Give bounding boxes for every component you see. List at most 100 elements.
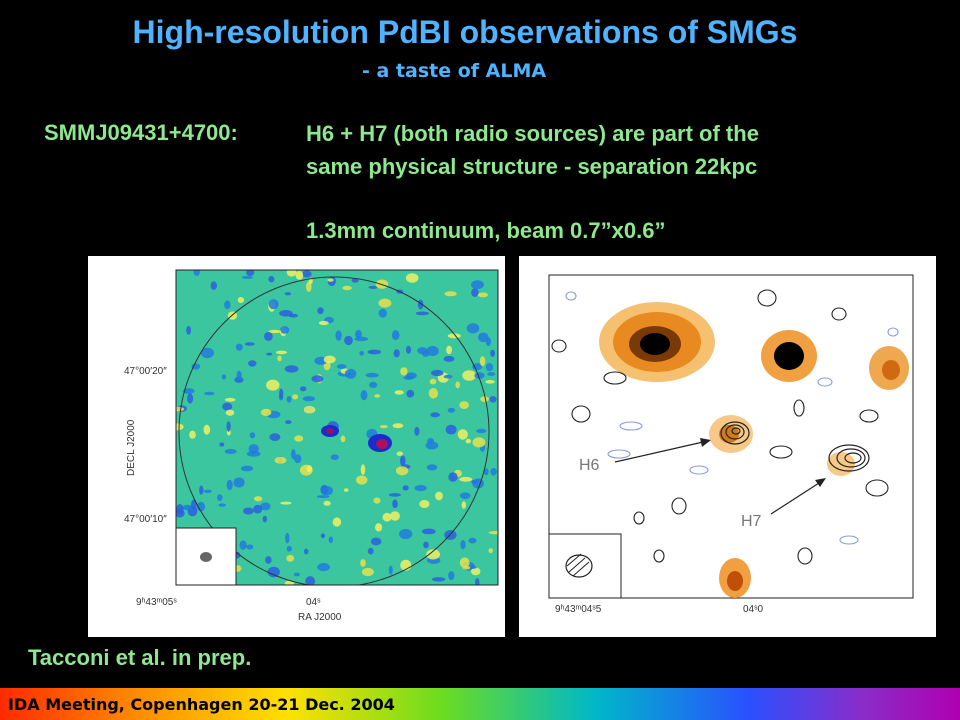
- noise-blob: [249, 432, 256, 439]
- noise-blob: [203, 489, 212, 493]
- noise-blob: [306, 465, 313, 473]
- noise-blob: [488, 531, 498, 535]
- noise-blob: [336, 364, 347, 369]
- noise-blob: [199, 485, 204, 495]
- noise-blob: [182, 388, 195, 394]
- noise-blob: [471, 280, 484, 290]
- noise-blob: [400, 367, 408, 376]
- noise-blob: [426, 549, 440, 560]
- galaxy-h6: [709, 415, 753, 453]
- footer-bar: [0, 688, 960, 720]
- noise-blob: [421, 528, 436, 535]
- noise-blob: [268, 299, 279, 310]
- slide-title: High-resolution PdBI observations of SMG…: [132, 14, 798, 50]
- noise-blob: [285, 532, 290, 544]
- noise-blob: [448, 571, 455, 581]
- noise-blob: [394, 390, 404, 395]
- noise-blob: [461, 501, 466, 509]
- noise-blob: [429, 378, 437, 385]
- noise-blob: [253, 504, 263, 514]
- noise-blob: [355, 329, 362, 339]
- contour-ring: [607, 449, 631, 459]
- noise-blob: [280, 501, 292, 505]
- description-line-1: H6 + H7 (both radio sources) are part of…: [306, 121, 759, 146]
- noise-blob: [462, 370, 477, 381]
- noise-blob: [323, 355, 336, 364]
- contour-ring: [839, 535, 859, 545]
- noise-blob: [291, 449, 296, 460]
- contour-ring: [653, 549, 665, 563]
- noise-blob: [369, 381, 378, 388]
- noise-blob: [447, 333, 461, 339]
- noise-blob: [367, 547, 374, 555]
- noise-blob: [279, 388, 284, 399]
- noise-blob: [406, 372, 417, 379]
- noise-blob: [488, 548, 494, 554]
- noise-blob: [431, 577, 446, 582]
- contour-ring: [757, 289, 777, 307]
- label-h6: H6: [579, 457, 600, 474]
- noise-blob: [254, 496, 263, 502]
- noise-blob: [224, 397, 236, 402]
- noise-blob: [344, 368, 357, 379]
- noise-blob: [342, 285, 352, 291]
- noise-blob: [265, 556, 272, 564]
- noise-blob: [477, 292, 488, 298]
- noise-blob: [286, 554, 295, 562]
- map-frame: [175, 269, 499, 586]
- arrow-h7: [770, 478, 826, 515]
- noise-blob: [227, 311, 238, 320]
- noise-blob: [483, 468, 489, 476]
- continuum-map: 47°00′20″ 47°00′10″ DECL J2000 9ʰ43ᵐ05ˢ …: [124, 269, 499, 623]
- primary-beam-circle: [178, 276, 490, 585]
- noise-blob: [446, 345, 452, 355]
- noise-blob: [224, 449, 237, 454]
- noise-blob: [405, 345, 412, 354]
- noise-blob: [455, 381, 461, 389]
- noise-blob: [374, 394, 381, 398]
- contour-ring: [671, 497, 687, 515]
- continuum-map-panel: 47°00′20″ 47°00′10″ DECL J2000 9ʰ43ᵐ05ˢ …: [88, 256, 505, 637]
- noise-blob: [286, 396, 292, 403]
- noise-blob: [286, 545, 292, 552]
- noise-blob: [217, 494, 223, 501]
- noise-blob: [286, 270, 297, 277]
- noise-blob: [204, 391, 215, 396]
- noise-blob: [365, 372, 379, 378]
- noise-blob: [443, 355, 455, 362]
- noise-blob: [406, 389, 415, 398]
- noise-blob: [233, 477, 245, 488]
- noise-blob: [445, 424, 457, 435]
- noise-blob: [260, 408, 272, 416]
- noise-blob: [279, 310, 293, 317]
- noise-blob: [422, 350, 430, 357]
- galaxy-bright: [761, 330, 817, 382]
- noise-blob: [262, 515, 267, 523]
- noise-blob: [472, 478, 485, 489]
- noise-blob: [236, 370, 242, 381]
- noise-blob: [335, 330, 342, 341]
- arrow-h6: [614, 438, 711, 463]
- noise-blob: [476, 428, 487, 434]
- noise-blob: [430, 412, 440, 418]
- noise-blob: [219, 442, 225, 447]
- noise-blob: [466, 323, 480, 334]
- noise-blob: [318, 320, 329, 326]
- noise-blob: [295, 270, 304, 280]
- noise-blob: [368, 285, 378, 289]
- noise-blob: [460, 540, 466, 550]
- noise-blob: [328, 536, 333, 544]
- source-h7: [368, 434, 392, 452]
- noise-blob: [299, 386, 307, 392]
- noise-contours: [176, 270, 498, 585]
- noise-blob: [457, 429, 468, 440]
- noise-blob: [459, 476, 473, 482]
- contour-ring: [619, 421, 643, 431]
- ra-tick-left: 9ʰ43ᵐ04ˢ5: [555, 604, 602, 615]
- noise-blob: [187, 393, 194, 404]
- noise-blob: [360, 559, 366, 567]
- noise-blob: [361, 567, 374, 577]
- description-line-2: same physical structure - separation 22k…: [306, 154, 758, 179]
- noise-blob: [268, 329, 282, 334]
- noise-blob: [267, 566, 280, 578]
